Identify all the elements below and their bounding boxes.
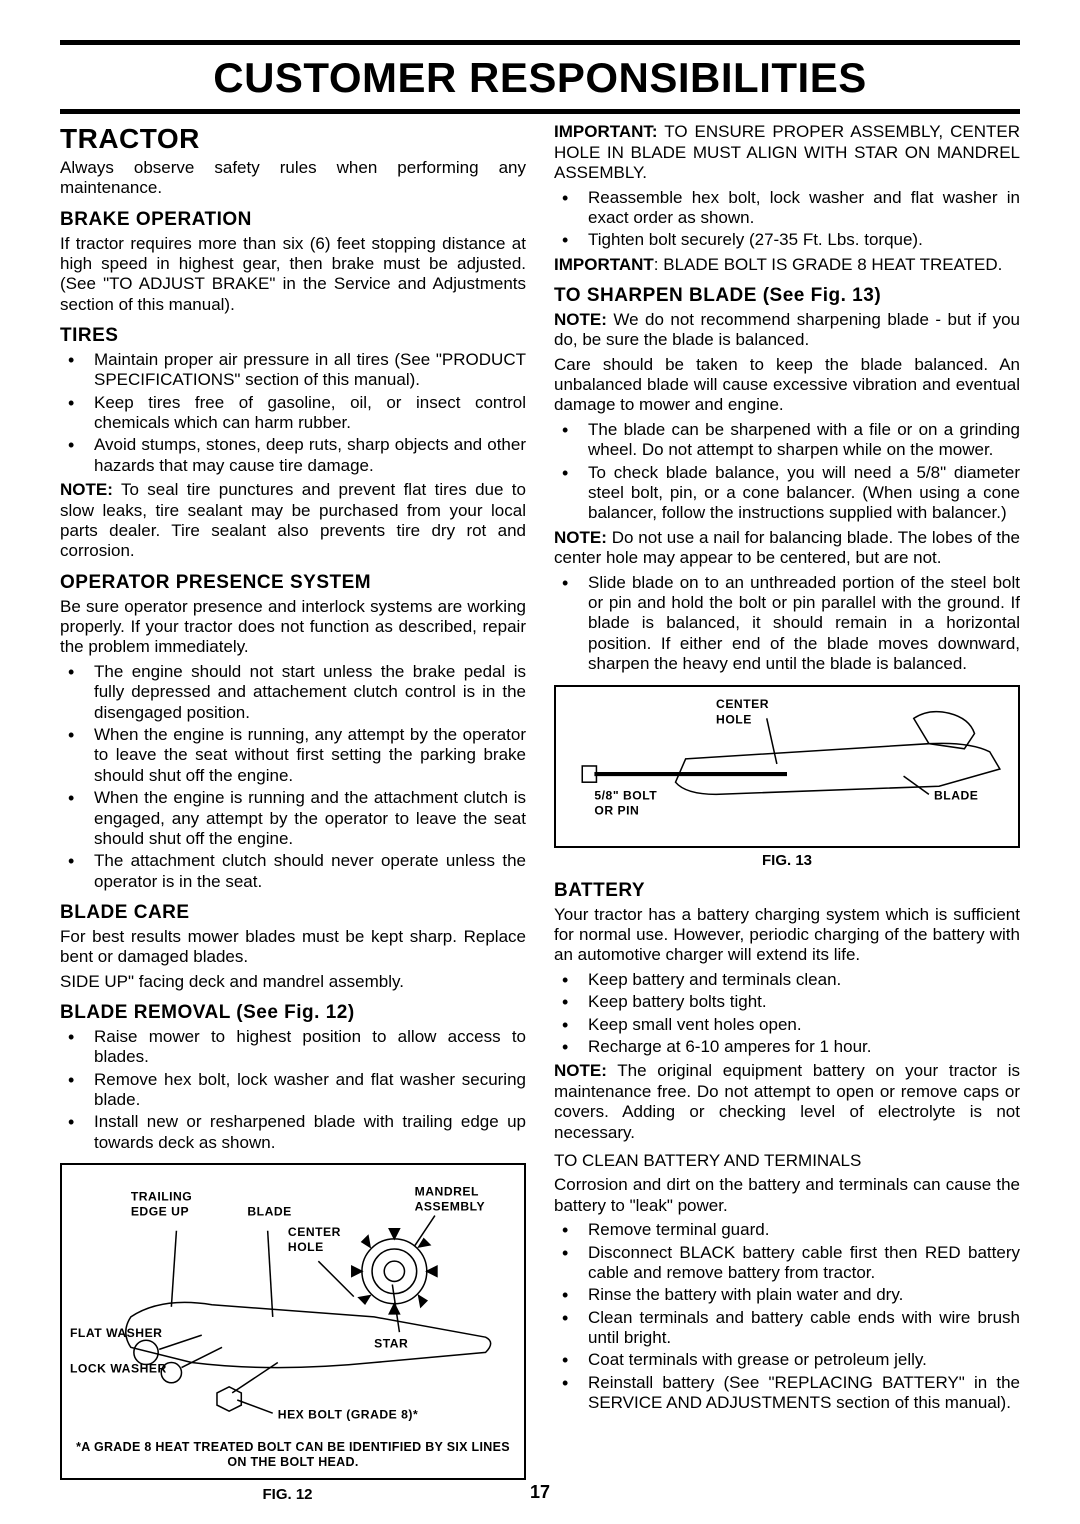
reassemble-list: Reassemble hex bolt, lock washer and fla…	[554, 188, 1020, 251]
sharpen-text: Care should be taken to keep the blade b…	[554, 355, 1020, 416]
operator-presence-text: Be sure operator presence and interlock …	[60, 597, 526, 658]
fig12-star-label: STAR	[374, 1337, 408, 1351]
sharpen-list1: The blade can be sharpened with a file o…	[554, 420, 1020, 524]
sharpen-list2: Slide blade on to an unthreaded portion …	[554, 573, 1020, 675]
brake-text: If tractor requires more than six (6) fe…	[60, 234, 526, 316]
list-item: Rinse the battery with plain water and d…	[554, 1285, 1020, 1305]
fig12-hex-label: HEX BOLT (GRADE 8)*	[278, 1407, 418, 1421]
battery-heading: BATTERY	[554, 880, 1020, 903]
list-item: Remove hex bolt, lock washer and flat wa…	[60, 1070, 526, 1111]
list-item: Reassemble hex bolt, lock washer and fla…	[554, 188, 1020, 229]
clean-battery-heading: TO CLEAN BATTERY AND TERMINALS	[554, 1151, 1020, 1171]
fig12-center-label: CENTER	[288, 1225, 341, 1239]
page-number: 17	[515, 1482, 565, 1504]
list-item: When the engine is running, any attempt …	[60, 725, 526, 786]
figure-12-svg: TRAILING EDGE UP BLADE MANDREL ASSEMBLY …	[70, 1175, 516, 1428]
list-item: Tighten bolt securely (27-35 Ft. Lbs. to…	[554, 230, 1020, 250]
fig12-flat-label: FLAT WASHER	[70, 1326, 162, 1340]
fig13-blade-label: BLADE	[934, 788, 978, 802]
list-item: Avoid stumps, stones, deep ruts, sharp o…	[60, 435, 526, 476]
list-item: Slide blade on to an unthreaded portion …	[554, 573, 1020, 675]
list-item: The engine should not start unless the b…	[60, 662, 526, 723]
fig13-center-label: CENTER	[716, 697, 769, 711]
sharpen-note2: NOTE: Do not use a nail for balancing bl…	[554, 528, 1020, 569]
svg-text:ASSEMBLY: ASSEMBLY	[415, 1200, 485, 1214]
fig12-trailing-label: TRAILING	[131, 1190, 192, 1204]
brake-heading: BRAKE OPERATION	[60, 209, 526, 232]
fig12-lock-label: LOCK WASHER	[70, 1362, 167, 1376]
clean-battery-list: Remove terminal guard. Disconnect BLACK …	[554, 1220, 1020, 1414]
blade-care-heading: BLADE CARE	[60, 902, 526, 925]
figure-13-svg: CENTER HOLE 5/8" BOLT OR PIN BLADE	[564, 693, 1010, 835]
right-column: IMPORTANT: TO ENSURE PROPER ASSEMBLY, CE…	[554, 122, 1020, 1480]
fig13-bolt-label: 5/8" BOLT	[594, 788, 657, 802]
title-underline	[60, 109, 1020, 114]
blade-care-text2: SIDE UP" facing deck and mandrel assembl…	[60, 972, 526, 992]
blade-removal-heading: BLADE REMOVAL (See Fig. 12)	[60, 1002, 526, 1025]
tractor-intro: Always observe safety rules when perform…	[60, 158, 526, 199]
important-assembly: IMPORTANT: TO ENSURE PROPER ASSEMBLY, CE…	[554, 122, 1020, 183]
tires-note: NOTE: To seal tire punctures and prevent…	[60, 480, 526, 562]
operator-presence-heading: OPERATOR PRESENCE SYSTEM	[60, 572, 526, 595]
fig12-note: *A GRADE 8 HEAT TREATED BOLT CAN BE IDEN…	[70, 1440, 516, 1470]
battery-list: Keep battery and terminals clean. Keep b…	[554, 970, 1020, 1058]
left-column: TRACTOR Always observe safety rules when…	[60, 122, 526, 1480]
list-item: Disconnect BLACK battery cable first the…	[554, 1243, 1020, 1284]
figure-13: CENTER HOLE 5/8" BOLT OR PIN BLADE	[554, 685, 1020, 848]
list-item: Keep tires free of gasoline, oil, or ins…	[60, 393, 526, 434]
important-grade8: IMPORTANT: BLADE BOLT IS GRADE 8 HEAT TR…	[554, 255, 1020, 275]
list-item: Keep small vent holes open.	[554, 1015, 1020, 1035]
battery-text: Your tractor has a battery charging syst…	[554, 905, 1020, 966]
list-item: Install new or resharpened blade with tr…	[60, 1112, 526, 1153]
tires-heading: TIRES	[60, 325, 526, 348]
list-item: Clean terminals and battery cable ends w…	[554, 1308, 1020, 1349]
two-column-layout: TRACTOR Always observe safety rules when…	[60, 122, 1020, 1480]
list-item: Maintain proper air pressure in all tire…	[60, 350, 526, 391]
fig12-blade-label: BLADE	[247, 1205, 291, 1219]
svg-text:EDGE UP: EDGE UP	[131, 1205, 189, 1219]
list-item: Keep battery bolts tight.	[554, 992, 1020, 1012]
tractor-heading: TRACTOR	[60, 122, 526, 156]
fig12-caption: FIG. 12	[60, 1486, 515, 1504]
list-item: Reinstall battery (See "REPLACING BATTER…	[554, 1373, 1020, 1414]
operator-presence-list: The engine should not start unless the b…	[60, 662, 526, 892]
blade-care-text1: For best results mower blades must be ke…	[60, 927, 526, 968]
list-item: Remove terminal guard.	[554, 1220, 1020, 1240]
list-item: The blade can be sharpened with a file o…	[554, 420, 1020, 461]
list-item: Coat terminals with grease or petroleum …	[554, 1350, 1020, 1370]
list-item: To check blade balance, you will need a …	[554, 463, 1020, 524]
list-item: Keep battery and terminals clean.	[554, 970, 1020, 990]
list-item: Recharge at 6-10 amperes for 1 hour.	[554, 1037, 1020, 1057]
footer: FIG. 12 17	[60, 1482, 1020, 1504]
list-item: The attachment clutch should never opera…	[60, 851, 526, 892]
sharpen-heading: TO SHARPEN BLADE (See Fig. 13)	[554, 285, 1020, 308]
fig12-mandrel-label: MANDREL	[415, 1184, 479, 1198]
svg-text:HOLE: HOLE	[716, 712, 752, 726]
sharpen-note: NOTE: We do not recommend sharpening bla…	[554, 310, 1020, 351]
list-item: Raise mower to highest position to allow…	[60, 1027, 526, 1068]
figure-12: TRAILING EDGE UP BLADE MANDREL ASSEMBLY …	[60, 1163, 526, 1480]
battery-note: NOTE: The original equipment battery on …	[554, 1061, 1020, 1143]
blade-removal-list: Raise mower to highest position to allow…	[60, 1027, 526, 1153]
svg-text:OR PIN: OR PIN	[594, 803, 639, 817]
tires-list: Maintain proper air pressure in all tire…	[60, 350, 526, 476]
svg-text:HOLE: HOLE	[288, 1240, 324, 1254]
list-item: When the engine is running and the attac…	[60, 788, 526, 849]
clean-battery-text: Corrosion and dirt on the battery and te…	[554, 1175, 1020, 1216]
fig13-caption: FIG. 13	[554, 852, 1020, 870]
main-title: CUSTOMER RESPONSIBILITIES	[60, 45, 1020, 109]
